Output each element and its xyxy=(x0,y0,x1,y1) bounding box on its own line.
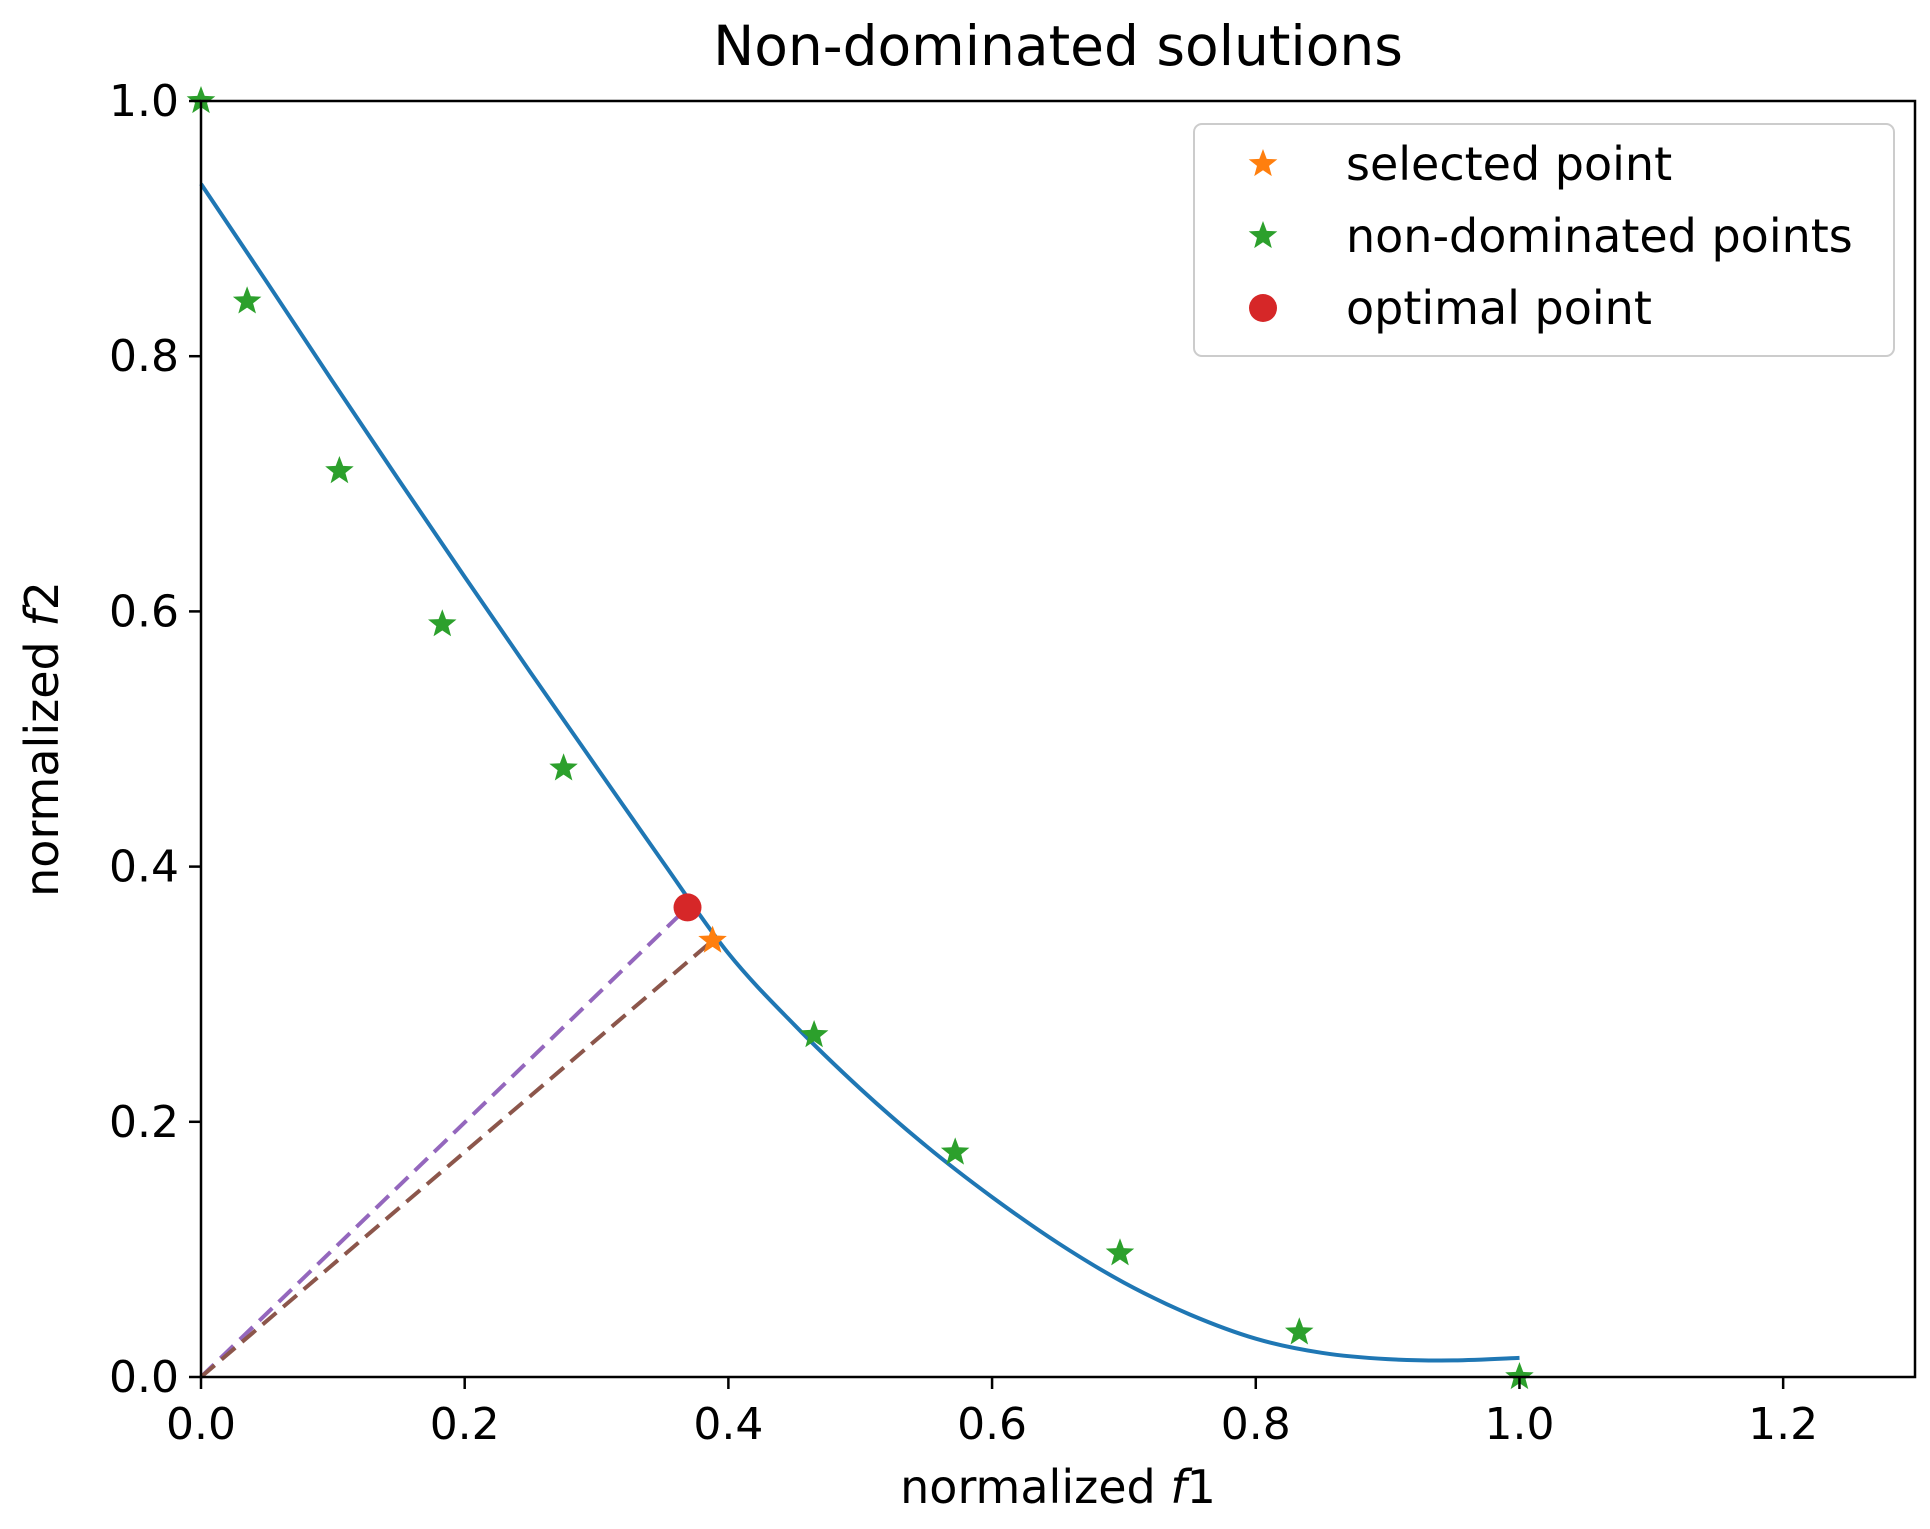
legend-label-selected-point: selected point xyxy=(1346,137,1672,191)
legend: selected point non-dominated points optima… xyxy=(1193,123,1895,357)
y-tick-label-5: 1.0 xyxy=(109,76,179,127)
non-dominated-points-marker-6 xyxy=(940,1137,970,1165)
legend-marker-selected-point xyxy=(1248,149,1278,177)
y-tick-label-3: 0.6 xyxy=(109,586,179,637)
x-tick-label-1: 0.2 xyxy=(430,1399,500,1450)
fitted-curve xyxy=(199,182,1520,1363)
legend-label-non-dominated-points: non-dominated points xyxy=(1346,209,1853,263)
legend-marker-non-dominated-points xyxy=(1248,221,1278,249)
non-dominated-points-marker-7 xyxy=(1105,1238,1135,1266)
x-tick-label-5: 1.0 xyxy=(1484,1399,1554,1450)
x-tick-label-4: 0.8 xyxy=(1221,1399,1291,1450)
x-axis-label: normalized f1 xyxy=(900,1460,1216,1514)
y-axis: 0.0 0.2 0.4 0.6 0.8 1.0 xyxy=(109,76,201,1403)
non-dominated-points-marker-4 xyxy=(549,753,578,781)
x-tick-label-6: 1.2 xyxy=(1748,1399,1818,1450)
non-dominated-points-marker-8 xyxy=(1285,1317,1314,1345)
legend-box xyxy=(1193,123,1895,357)
non-dominated-points-marker-5 xyxy=(799,1020,829,1048)
plot-area xyxy=(186,86,1534,1390)
chart-title: Non-dominated solutions xyxy=(713,14,1403,78)
selected-point-marker-0 xyxy=(698,925,727,953)
non-dominated-points-marker-3 xyxy=(428,609,457,637)
y-tick-label-0: 0.0 xyxy=(109,1352,179,1403)
dashed-line-1 xyxy=(199,939,714,1379)
plot-frame xyxy=(199,99,1917,1379)
x-axis: 0.0 0.2 0.4 0.6 0.8 1.0 1.2 xyxy=(166,1377,1818,1450)
y-tick-label-4: 0.8 xyxy=(109,331,179,382)
non-dominated-points-marker-9 xyxy=(1505,1362,1534,1390)
non-dominated-points-marker-1 xyxy=(232,286,262,314)
y-tick-label-1: 0.2 xyxy=(109,1097,179,1148)
x-tick-label-3: 0.6 xyxy=(957,1399,1027,1450)
legend-label-optimal-point: optimal point xyxy=(1346,281,1652,335)
y-tick-label-2: 0.4 xyxy=(109,842,179,893)
legend-marker-optimal-point xyxy=(1249,294,1277,322)
x-tick-label-0: 0.0 xyxy=(166,1399,236,1450)
dashed-line-0 xyxy=(199,905,689,1379)
optimal-point-marker-0 xyxy=(673,893,702,922)
y-axis-label: normalized f2 xyxy=(15,581,69,897)
non-dominated-points-marker-2 xyxy=(325,456,354,484)
non-dominated-points-marker-0 xyxy=(186,86,216,114)
x-tick-label-2: 0.4 xyxy=(693,1399,763,1450)
